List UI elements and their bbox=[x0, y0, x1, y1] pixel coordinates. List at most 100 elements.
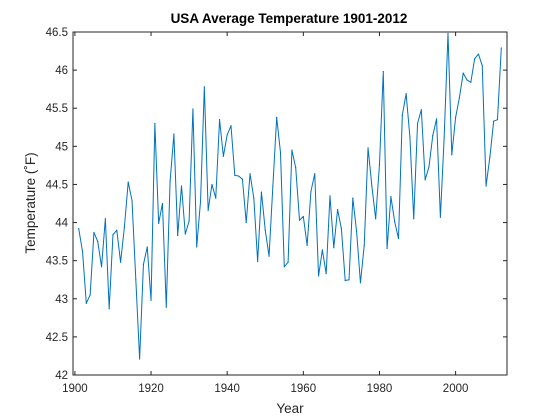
data-point bbox=[146, 246, 148, 248]
data-point bbox=[394, 221, 396, 223]
data-point bbox=[279, 151, 282, 154]
data-point bbox=[485, 185, 487, 187]
data-point bbox=[382, 71, 384, 73]
data-point bbox=[470, 81, 472, 83]
data-point bbox=[218, 119, 221, 121]
data-point bbox=[257, 260, 259, 263]
data-point bbox=[295, 167, 297, 169]
data-point bbox=[378, 164, 381, 166]
data-point bbox=[435, 118, 438, 120]
data-point bbox=[154, 122, 156, 125]
x-tick-label: 2000 bbox=[443, 383, 469, 395]
y-tick-label: 42 bbox=[55, 370, 68, 382]
y-axis: 42 42.5 43 43.5 44 44.5 45 45.5 46 46.5 bbox=[46, 27, 507, 382]
data-point bbox=[455, 116, 457, 118]
data-point bbox=[180, 185, 183, 187]
data-point bbox=[439, 216, 441, 218]
data-point bbox=[260, 191, 263, 193]
data-point bbox=[451, 154, 453, 156]
data-point bbox=[276, 116, 278, 118]
data-points bbox=[78, 32, 502, 360]
data-point bbox=[340, 228, 342, 230]
data-point bbox=[85, 302, 87, 304]
data-point bbox=[177, 234, 179, 237]
data-point bbox=[447, 32, 449, 35]
y-tick-label: 46.5 bbox=[46, 27, 68, 39]
data-point bbox=[317, 275, 320, 277]
data-point bbox=[283, 266, 285, 268]
data-point bbox=[291, 149, 293, 151]
temperature-series-line bbox=[78, 33, 502, 360]
data-point bbox=[352, 197, 354, 199]
data-point bbox=[150, 299, 152, 301]
data-point bbox=[432, 135, 434, 137]
data-point bbox=[416, 122, 419, 125]
data-point bbox=[222, 155, 224, 157]
data-point bbox=[329, 195, 331, 197]
data-point bbox=[348, 279, 350, 281]
data-point bbox=[207, 209, 209, 211]
data-point bbox=[390, 196, 392, 198]
data-point bbox=[135, 279, 137, 281]
data-point bbox=[458, 96, 461, 99]
data-point bbox=[356, 231, 358, 233]
data-point bbox=[500, 47, 502, 49]
x-tick-label: 1960 bbox=[291, 383, 317, 395]
data-point bbox=[428, 166, 430, 168]
data-point bbox=[302, 215, 304, 218]
data-point bbox=[78, 228, 80, 230]
data-point bbox=[268, 255, 270, 257]
y-tick-label: 42.5 bbox=[46, 332, 68, 344]
data-point bbox=[367, 147, 369, 149]
data-point bbox=[298, 219, 301, 221]
data-point bbox=[116, 229, 118, 231]
y-tick-label: 45.5 bbox=[46, 103, 68, 115]
data-point bbox=[264, 229, 266, 231]
data-point bbox=[336, 209, 339, 211]
y-tick-label: 44 bbox=[55, 218, 68, 230]
data-point bbox=[314, 173, 316, 175]
data-point bbox=[401, 114, 403, 116]
data-point bbox=[112, 234, 114, 236]
data-point bbox=[196, 246, 198, 248]
data-point bbox=[333, 247, 335, 249]
data-point bbox=[306, 244, 308, 247]
data-point bbox=[287, 261, 289, 263]
data-point bbox=[496, 119, 499, 121]
chart-title: USA Average Temperature 1901-2012 bbox=[171, 11, 408, 26]
y-tick-label: 46 bbox=[55, 65, 68, 77]
data-point bbox=[119, 261, 122, 263]
y-axis-label: Temperature (˚F) bbox=[23, 152, 38, 253]
data-point bbox=[420, 109, 422, 111]
data-point bbox=[161, 202, 164, 205]
data-point bbox=[226, 134, 228, 136]
data-point bbox=[363, 244, 365, 247]
data-point bbox=[371, 185, 373, 187]
data-point bbox=[100, 266, 103, 268]
data-point bbox=[249, 173, 251, 175]
data-point bbox=[142, 263, 145, 266]
data-point bbox=[234, 174, 236, 176]
data-point bbox=[466, 79, 468, 81]
data-point bbox=[238, 175, 240, 177]
data-point bbox=[344, 279, 346, 282]
data-point bbox=[245, 221, 247, 224]
x-axis: 1900 1920 1940 1960 1980 2000 bbox=[62, 32, 468, 395]
data-point bbox=[89, 294, 91, 296]
data-point bbox=[188, 220, 190, 222]
data-point bbox=[310, 190, 312, 192]
data-point bbox=[477, 53, 480, 55]
data-point bbox=[81, 250, 84, 253]
data-point bbox=[230, 125, 232, 127]
data-point bbox=[131, 199, 133, 202]
data-point bbox=[474, 58, 476, 60]
data-point bbox=[93, 231, 95, 234]
y-tick-label: 43 bbox=[55, 294, 68, 306]
data-point bbox=[173, 133, 175, 135]
data-point bbox=[424, 179, 426, 181]
data-point bbox=[272, 185, 274, 187]
data-point bbox=[321, 249, 323, 251]
data-point bbox=[493, 120, 495, 122]
data-point bbox=[184, 233, 186, 235]
